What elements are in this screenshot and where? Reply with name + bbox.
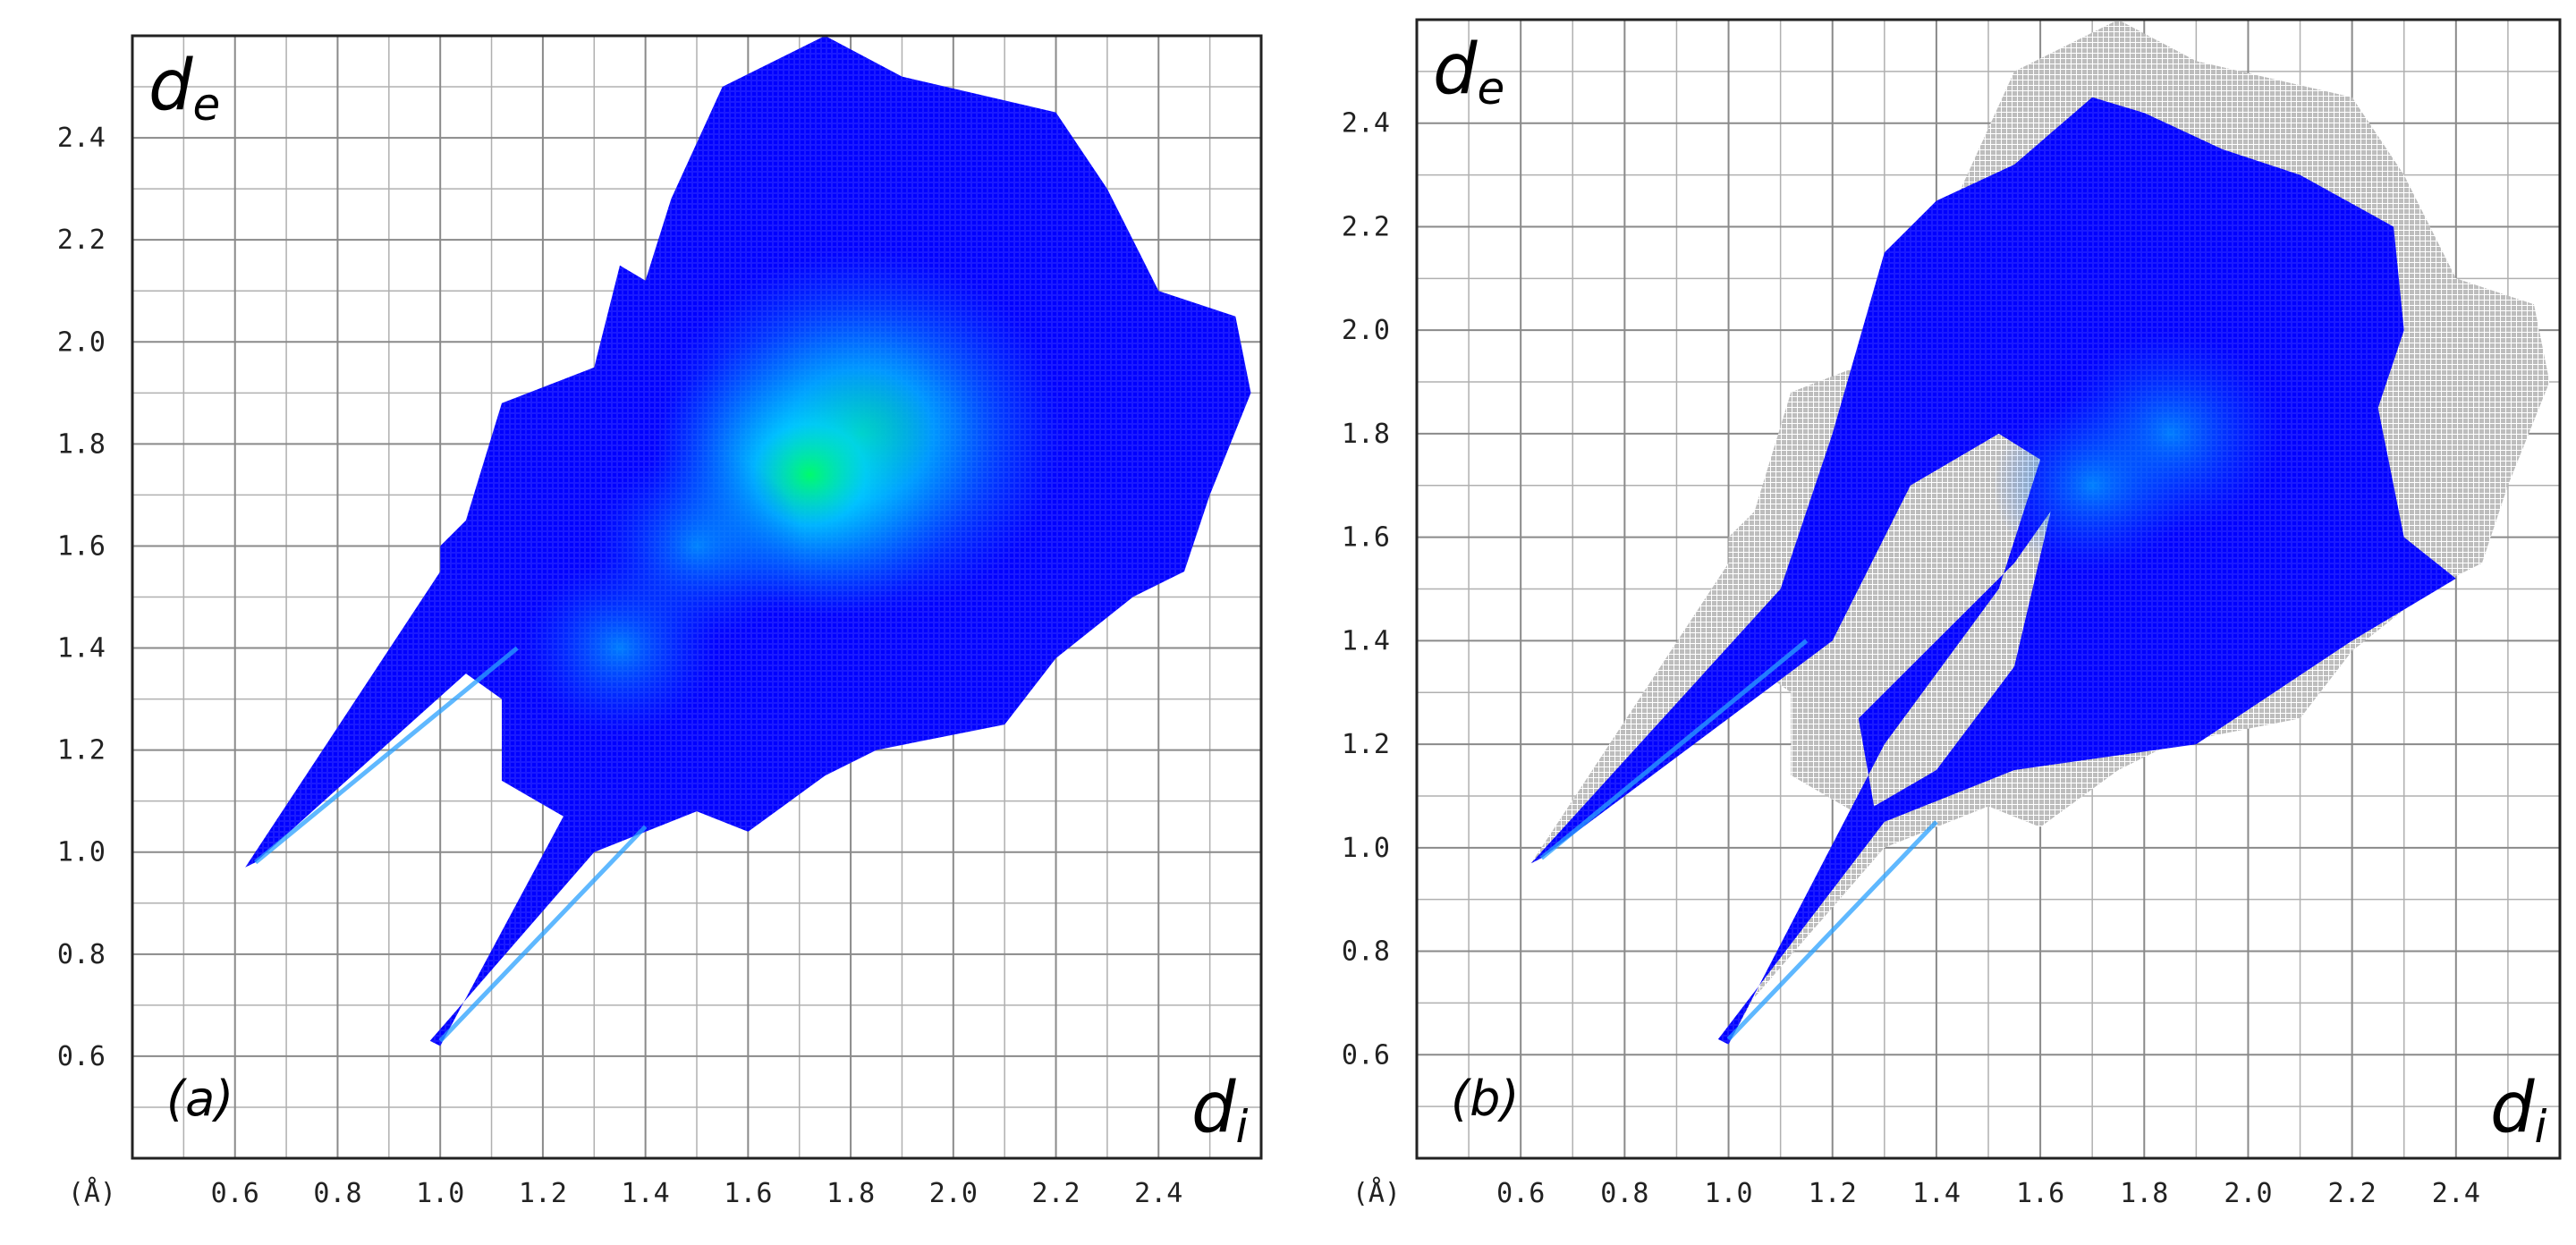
- y-tick-label: 0.6: [1342, 1039, 1390, 1071]
- y-tick-label: 0.6: [57, 1041, 106, 1072]
- y-tick-label: 2.0: [1342, 315, 1390, 346]
- spike-highlight: [1539, 639, 1809, 860]
- series-group: [245, 36, 1251, 1046]
- x-tick-label: 1.2: [519, 1178, 567, 1209]
- density-peak: [520, 558, 719, 738]
- x-axis-label-subscript: i: [1236, 1101, 1249, 1153]
- y-tick-label: 1.8: [1342, 419, 1390, 450]
- x-axis-label: di: [2490, 1068, 2547, 1153]
- spike-highlight: [438, 825, 648, 1043]
- axis-unit: (Å): [1352, 1177, 1401, 1209]
- x-tick-label: 2.0: [929, 1178, 978, 1209]
- x-tick-label: 1.0: [1704, 1178, 1752, 1209]
- y-axis-label-subscript: e: [193, 79, 221, 131]
- x-tick-label: 1.6: [2016, 1178, 2064, 1209]
- y-tick-label: 1.6: [57, 530, 106, 562]
- y-tick-label: 2.4: [57, 123, 106, 154]
- y-axis-label: de: [148, 46, 220, 131]
- density-peak: [1993, 395, 2192, 575]
- spike-highlight: [1726, 820, 1938, 1041]
- y-tick-label: 1.4: [1342, 625, 1390, 656]
- series-contacts-area: [1530, 97, 2456, 1045]
- spike-highlight: [254, 646, 519, 865]
- x-tick-label: 1.6: [724, 1178, 772, 1209]
- x-tick-label: 0.6: [1496, 1178, 1545, 1209]
- series-group: [1530, 20, 2550, 1045]
- panel-0: 0.6 0.8 1.0 1.2 1.4 1.6 1.8 2.0 2.2 2.4 0.6 0.8 1.0 1…: [57, 34, 1263, 1209]
- y-tick-label: 1.4: [57, 633, 106, 665]
- y-tick-label: 0.8: [1342, 936, 1390, 968]
- y-tick-label: 1.0: [57, 837, 106, 868]
- panel-label: (a): [166, 1071, 233, 1127]
- y-tick-label: 2.2: [57, 224, 106, 256]
- y-tick-label: 2.2: [1342, 211, 1390, 242]
- y-tick-label: 1.8: [57, 428, 106, 460]
- y-tick-label: 1.2: [57, 735, 106, 766]
- y-axis-label-subscript: e: [1478, 63, 1505, 114]
- axis-unit: (Å): [68, 1177, 116, 1209]
- y-tick-label: 0.8: [57, 939, 106, 970]
- x-tick-label: 0.6: [211, 1178, 259, 1209]
- x-tick-label: 1.4: [1912, 1178, 1961, 1209]
- y-tick-label: 1.0: [1342, 833, 1390, 864]
- y-tick-label: 1.6: [1342, 522, 1390, 554]
- y-tick-label: 1.2: [1342, 729, 1390, 760]
- x-tick-label: 0.8: [1600, 1178, 1648, 1209]
- x-tick-label: 1.0: [416, 1178, 464, 1209]
- y-tick-label: 2.0: [57, 326, 106, 358]
- x-tick-label: 0.8: [313, 1178, 361, 1209]
- x-tick-label: 2.0: [2224, 1178, 2272, 1209]
- panel-label: (b): [1451, 1071, 1519, 1127]
- x-tick-label: 2.4: [2432, 1178, 2480, 1209]
- x-tick-label: 1.2: [1809, 1178, 1857, 1209]
- x-tick-label: 2.2: [1031, 1178, 1080, 1209]
- x-tick-label: 1.8: [2120, 1178, 2168, 1209]
- plot-frame: [1415, 18, 2562, 1160]
- x-tick-label: 2.4: [1134, 1178, 1182, 1209]
- x-tick-label: 2.2: [2328, 1178, 2377, 1209]
- panel-1: 0.6 0.8 1.0 1.2 1.4 1.6 1.8 2.0 2.2 2.4 0.6 0.8 1.0 1…: [1342, 18, 2562, 1209]
- x-axis-label-subscript: i: [2535, 1101, 2547, 1153]
- y-tick-label: 2.4: [1342, 108, 1390, 140]
- x-tick-label: 1.8: [826, 1178, 875, 1209]
- plot-frame: [131, 34, 1263, 1160]
- x-tick-label: 1.4: [622, 1178, 670, 1209]
